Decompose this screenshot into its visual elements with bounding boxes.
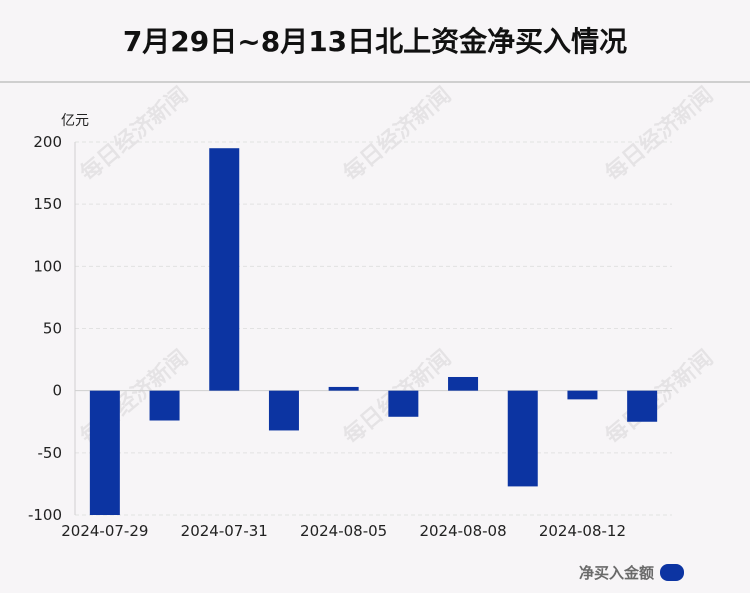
y-tick-label: 200 [33,133,62,151]
watermark-text-0: 每日经济新闻 [75,82,193,187]
y-tick-label: 0 [52,382,62,400]
y-tick-label: 150 [33,195,62,213]
bars [89,148,658,515]
watermark-text-5: 每日经济新闻 [600,345,718,450]
bar-2024-08-12 [567,390,598,400]
y-tick-label: 50 [43,320,62,338]
grid-lines [75,141,672,516]
watermark-text-2: 每日经济新闻 [600,82,718,187]
bar-2024-07-31 [209,148,240,391]
x-axis: 2024-07-29 2024-07-31 2024-08-05 2024-08-08… [61,522,626,540]
legend: 净买入金额 [579,562,684,583]
legend-label: 净买入金额 [578,564,654,582]
x-tick-label: 2024-07-29 [61,522,148,540]
legend-swatch [660,564,684,581]
y-tick-label: -50 [38,444,63,462]
x-tick-label: 2024-08-05 [300,522,387,540]
y-axis: 200 150 100 50 0 -50 -100 [28,133,76,524]
watermark-text-1: 每日经济新闻 [338,82,456,187]
title-divider [0,81,750,83]
bar-2024-08-06 [388,390,419,417]
bar-2024-08-01 [268,390,299,431]
y-tick-label: 100 [33,257,62,275]
x-tick-label: 2024-08-08 [419,522,506,540]
y-axis-unit-label: 亿元 [61,113,89,129]
bar-2024-07-29 [89,390,120,515]
bar-2024-08-08 [448,376,479,391]
bar-2024-08-13 [627,390,658,422]
y-tick-label: -100 [28,506,62,524]
x-tick-label: 2024-08-12 [539,522,626,540]
bar-2024-08-09 [507,390,538,487]
bar-2024-07-30 [149,390,180,421]
x-tick-label: 2024-07-31 [181,522,268,540]
chart-title: 7月29日~8月13日北上资金净买入情况 [122,25,628,58]
bar-2024-08-05 [328,386,359,391]
